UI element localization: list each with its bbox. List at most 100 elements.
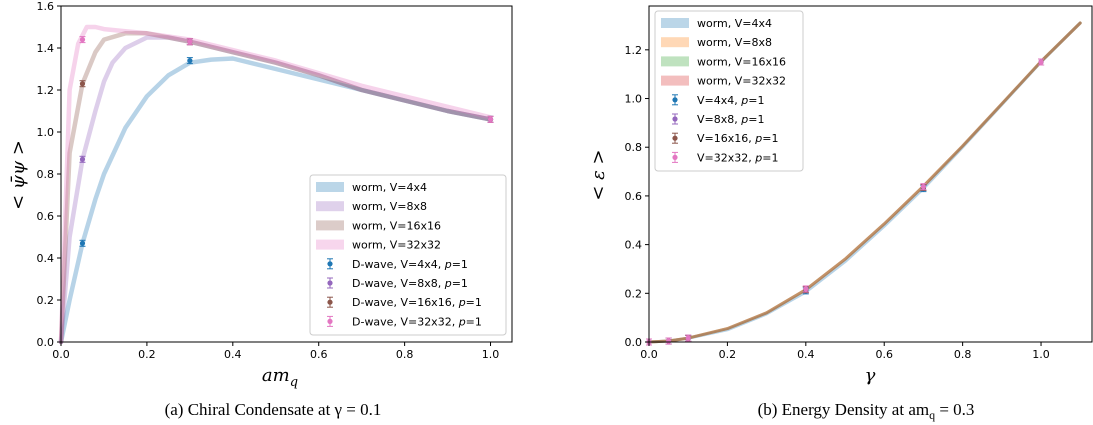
y-tick-label: 0.2	[625, 287, 643, 300]
legend-swatch	[661, 37, 689, 48]
point-marker	[487, 116, 494, 122]
legend-label: V=8x8, p=1	[697, 113, 764, 126]
legend-label: worm, V=32x32	[697, 75, 786, 88]
legend-box	[654, 10, 804, 172]
y-tick-label: 1.2	[37, 84, 55, 97]
point-marker	[666, 338, 672, 344]
point-marker	[79, 156, 86, 162]
panel-a-point-3-1	[186, 38, 193, 46]
legend-swatch	[316, 239, 344, 250]
x-tick-label: 0.4	[797, 348, 815, 361]
legend-marker	[327, 261, 333, 267]
x-tick-label: 1.0	[1032, 348, 1050, 361]
legend-label: worm, V=16x16	[697, 55, 786, 68]
legend-marker	[327, 280, 333, 286]
legend-marker	[672, 97, 678, 103]
point-marker	[1038, 59, 1044, 65]
legend-label: worm, V=4x4	[697, 17, 772, 30]
legend-label: worm, V=32x32	[352, 239, 441, 252]
legend-label-p: p	[458, 315, 466, 328]
panel-b-ylabel: < ε >	[588, 149, 609, 200]
legend-label: D-wave, V=16x16, p=1	[352, 296, 482, 309]
x-tick-label: 0.8	[396, 348, 414, 361]
legend-entry-5: V=8x8, p=1	[672, 113, 764, 126]
legend-entry-2: worm, V=16x16	[661, 55, 786, 68]
legend-swatch	[316, 182, 344, 192]
legend-swatch	[316, 201, 344, 212]
legend-entry-7: D-wave, V=32x32, p=1	[327, 315, 482, 328]
y-tick-label: 0.2	[37, 294, 55, 307]
caption-b-sub: q	[929, 408, 935, 422]
panel-a-point-0-1	[186, 57, 193, 65]
legend-label: V=4x4, p=1	[697, 94, 764, 107]
panel-a-point-0-0	[79, 239, 86, 247]
panel-b-point-3-5	[1038, 58, 1045, 66]
legend-label: D-wave, V=32x32, p=1	[352, 315, 482, 328]
panel-a-point-3-0	[79, 36, 86, 44]
legend-entry-6: V=16x16, p=1	[672, 132, 778, 145]
legend-entry-4: D-wave, V=4x4, p=1	[327, 258, 468, 271]
legend-swatch	[661, 18, 689, 28]
caption-b: (b) Energy Density at amq = 0.3	[758, 400, 975, 422]
legend-swatch	[661, 75, 689, 86]
legend-entry-0: worm, V=4x4	[661, 17, 772, 30]
legend-label-p: p	[444, 277, 452, 290]
legend-label-p: p	[740, 94, 748, 107]
legend-marker	[327, 299, 333, 305]
panel-a-series-line-3	[58, 24, 493, 345]
legend-marker	[672, 116, 678, 122]
y-tick-label: 1.6	[37, 0, 55, 13]
x-tick-label: 1.0	[482, 348, 500, 361]
panel-b-point-3-2	[685, 334, 692, 342]
y-tick-label: 0.8	[625, 141, 643, 154]
panel-b-ticks: 0.0 0.2 0.4 0.6 0.8 1.0 0.0 0.2 0.4 0.6 0.8 1.0 1.2	[625, 44, 1050, 361]
legend-swatch	[661, 56, 689, 67]
point-marker	[803, 286, 809, 292]
panel-b-energy-density: 0.0 0.2 0.4 0.6 0.8 1.00.00.20.40.60.81.01.2 …	[588, 5, 1093, 386]
legend-label: worm, V=4x4	[352, 181, 427, 194]
panel-a-point-1-0	[79, 155, 86, 163]
panel-a-xlabel: amq	[262, 365, 298, 390]
legend-entry-1: worm, V=8x8	[661, 36, 772, 49]
point-marker	[187, 58, 193, 64]
legend-label: worm, V=8x8	[352, 200, 427, 213]
legend-label-p: p	[754, 132, 762, 145]
x-tick-label: 0.2	[138, 348, 156, 361]
x-tick-label: 0.6	[875, 348, 893, 361]
legend-label: V=16x16, p=1	[697, 132, 778, 145]
panel-a-legend: worm, V=4x4 worm, V=8x8 worm, V=16x16 worm,…	[309, 174, 507, 336]
panel-b-point-3-4	[920, 183, 927, 191]
panel-a-ylabel: < ψ̄ψ >	[8, 140, 29, 210]
x-tick-label: 0.0	[640, 348, 658, 361]
y-tick-label: 0.4	[625, 239, 643, 252]
legend-entry-3: worm, V=32x32	[661, 75, 786, 88]
legend-marker	[327, 318, 333, 324]
legend-entry-2: worm, V=16x16	[316, 219, 441, 232]
panel-a-ticks: 0.0 0.2 0.4 0.6 0.8 1.0 0.0 0.2 0.4 0.6 0.8 1.0 1.2 1…	[37, 0, 500, 361]
y-tick-label: 0.0	[37, 336, 55, 349]
y-tick-label: 1.2	[625, 44, 643, 57]
legend-label-p: p	[458, 296, 466, 309]
legend-swatch	[316, 220, 344, 231]
x-tick-label: 0.6	[310, 348, 328, 361]
legend-entry-7: V=32x32, p=1	[672, 151, 778, 164]
legend-entry-3: worm, V=32x32	[316, 239, 441, 252]
y-tick-label: 0.4	[37, 252, 55, 265]
legend-entry-6: D-wave, V=16x16, p=1	[327, 296, 482, 309]
y-tick-label: 0.0	[625, 336, 643, 349]
panel-a-xlabel-main: am	[262, 365, 290, 386]
legend-label: D-wave, V=8x8, p=1	[352, 277, 468, 290]
panel-a-points-layer	[79, 36, 494, 247]
caption-a: (a) Chiral Condensate at γ = 0.1	[165, 400, 382, 419]
x-tick-label: 0.2	[719, 348, 737, 361]
panel-a-point-3-2	[487, 115, 494, 123]
point-marker	[79, 240, 86, 246]
panel-b-legend: worm, V=4x4 worm, V=8x8 worm, V=16x16 worm,…	[654, 10, 804, 172]
legend-entry-0: worm, V=4x4	[316, 181, 427, 194]
y-tick-label: 0.6	[37, 210, 55, 223]
point-marker	[79, 81, 86, 87]
panel-a-series-line-1	[58, 35, 493, 345]
legend-label-p: p	[444, 258, 452, 271]
legend-entry-5: D-wave, V=8x8, p=1	[327, 277, 468, 290]
